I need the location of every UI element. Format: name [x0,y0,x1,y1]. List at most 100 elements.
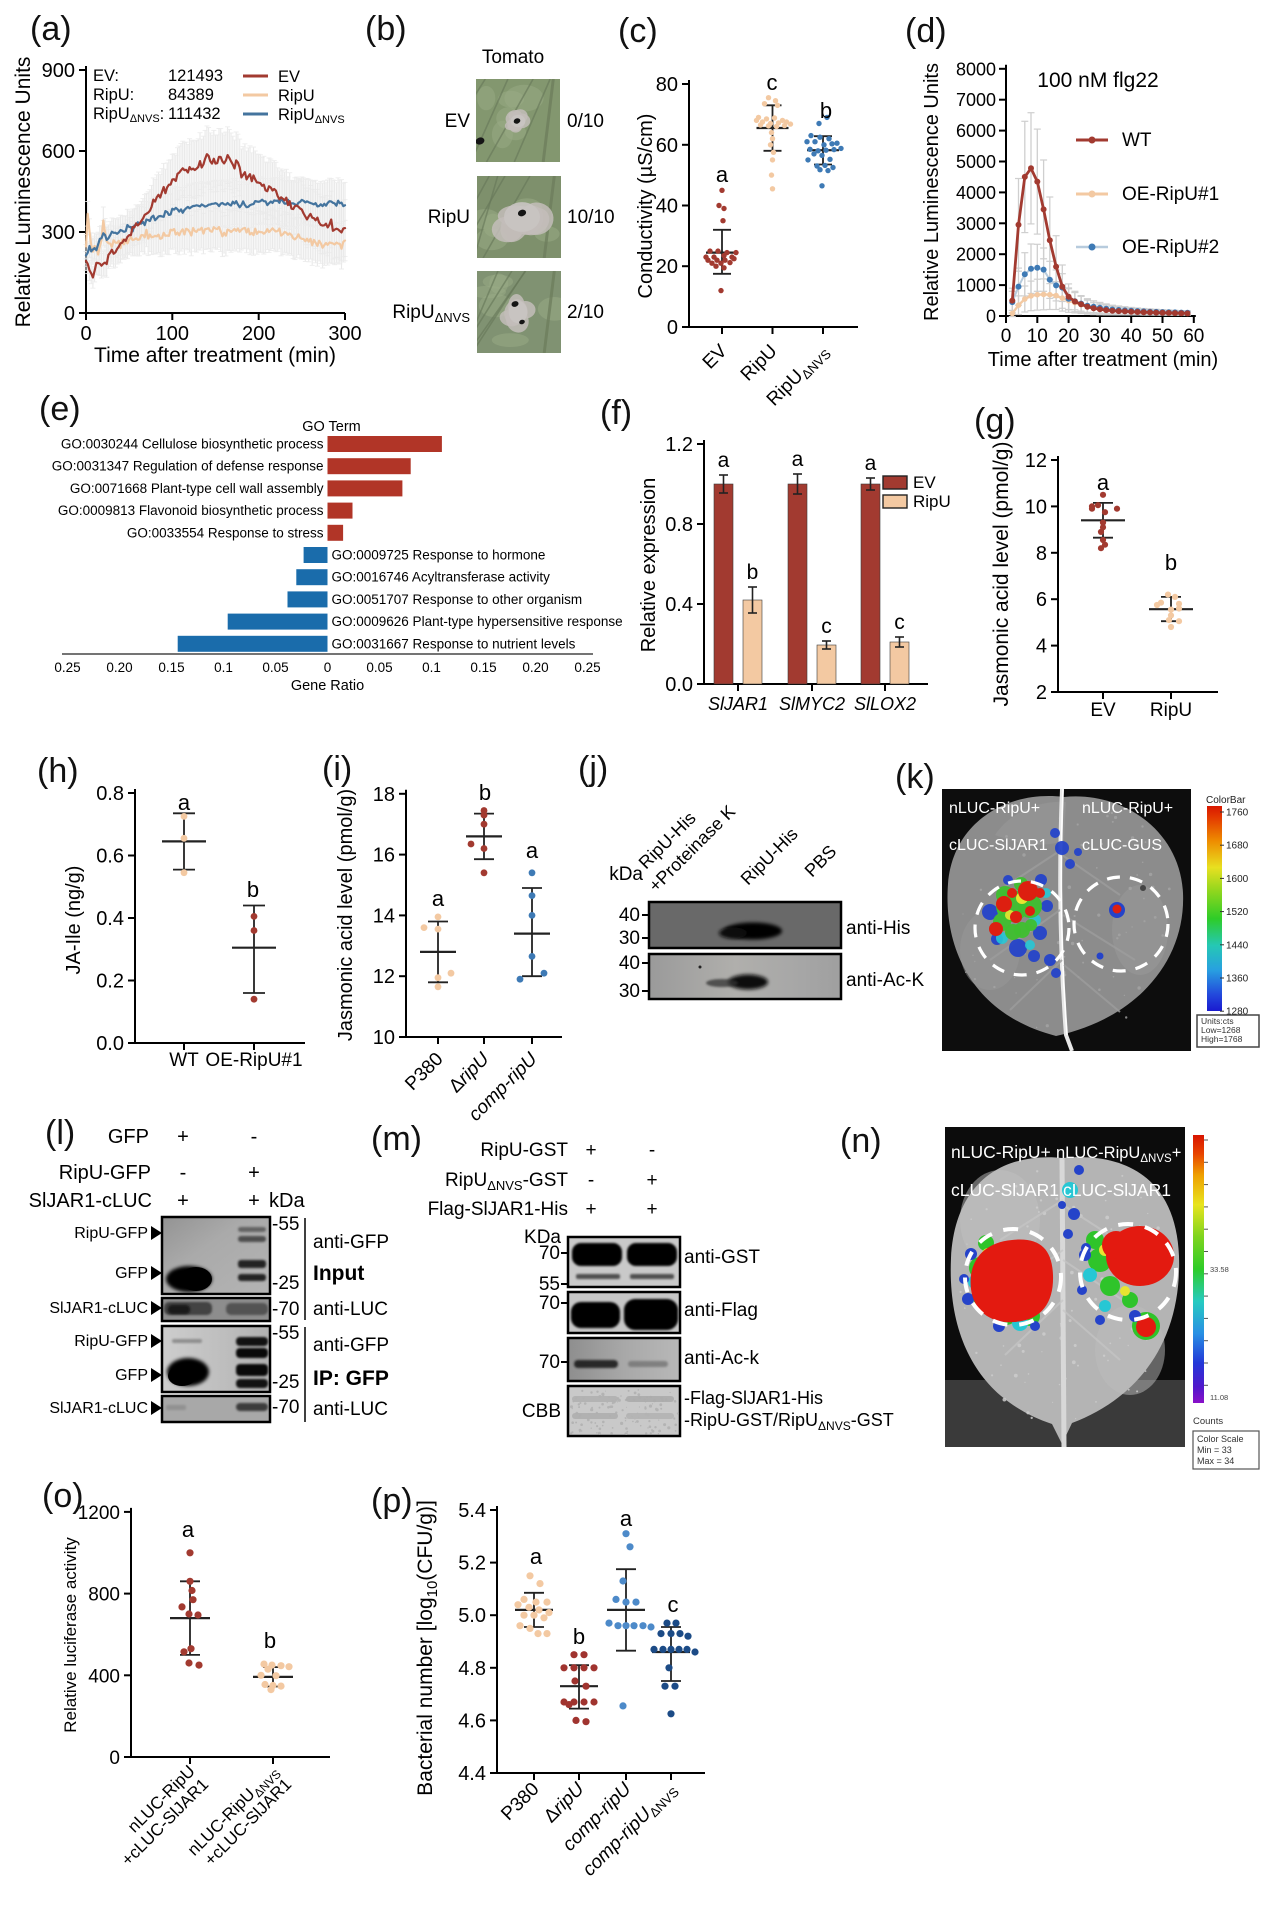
svg-text:0/10: 0/10 [567,111,604,132]
svg-text:c: c [767,70,778,95]
svg-text:anti-GST: anti-GST [684,1247,760,1268]
svg-text:0.25: 0.25 [54,660,80,675]
svg-text:0.15: 0.15 [470,660,496,675]
svg-text:1520: 1520 [1226,907,1249,918]
svg-text:-: - [251,1126,258,1148]
svg-text:a: a [178,790,191,815]
svg-text:+: + [248,1190,260,1212]
svg-text:+: + [177,1126,189,1148]
svg-text:12: 12 [373,966,395,988]
svg-text:40: 40 [656,196,678,218]
svg-text:b: b [820,98,832,123]
svg-text:7000: 7000 [956,90,996,110]
svg-text:IP: GFP: IP: GFP [313,1367,389,1390]
svg-text:400: 400 [88,1666,120,1687]
svg-text:0.8: 0.8 [96,783,124,805]
svg-text:0.0: 0.0 [665,674,693,696]
svg-text:RipU:: RipU: [93,86,134,104]
svg-text:0.4: 0.4 [665,594,693,616]
svg-text:4: 4 [1036,636,1047,658]
svg-text:Max = 34: Max = 34 [1197,1456,1234,1466]
svg-text:70: 70 [539,1243,560,1264]
svg-text:RipU-GFP: RipU-GFP [74,1333,148,1350]
svg-text:0: 0 [986,307,996,327]
svg-text:nLUC-RipU+: nLUC-RipU+ [1082,800,1173,817]
svg-text:0.25: 0.25 [574,660,600,675]
svg-text:10/10: 10/10 [567,207,615,228]
svg-text:GO:0031667 Response to nutrien: GO:0031667 Response to nutrient levels [332,636,576,651]
svg-text:cLUC-SlJAR1: cLUC-SlJAR1 [1063,1180,1171,1200]
svg-text:0: 0 [109,1748,120,1769]
svg-text:GFP: GFP [115,1265,148,1282]
svg-text:+: + [646,1199,657,1220]
svg-text:0.20: 0.20 [522,660,548,675]
svg-text:Relative luciferase activity: Relative luciferase activity [61,1537,80,1733]
svg-text:anti-Flag: anti-Flag [684,1300,758,1321]
svg-text:Units:cts: Units:cts [1201,1016,1234,1026]
svg-text:0.1: 0.1 [422,660,441,675]
svg-text:-: - [180,1162,187,1184]
svg-text:b: b [747,561,759,584]
svg-text:5.4: 5.4 [458,1500,486,1522]
svg-text:(k): (k) [895,758,935,796]
svg-text:300: 300 [42,222,75,244]
svg-text:10: 10 [1025,496,1047,518]
svg-text:20: 20 [656,256,678,278]
svg-text:anti-GFP: anti-GFP [313,1232,389,1253]
svg-text:b: b [264,1628,276,1653]
svg-text:GO:0016746 Acyltransferase act: GO:0016746 Acyltransferase activity [332,570,551,585]
svg-text:40: 40 [619,905,640,926]
svg-text:+: + [646,1170,657,1191]
svg-text:RipUΔNVS-GST: RipUΔNVS-GST [445,1170,568,1193]
svg-text:5000: 5000 [956,152,996,172]
svg-text:OE-RipU#2: OE-RipU#2 [1122,237,1219,258]
svg-text:SlLOX2: SlLOX2 [854,694,916,714]
svg-text:0.20: 0.20 [106,660,132,675]
svg-text:b: b [479,780,491,805]
svg-text:a: a [620,1506,633,1531]
svg-text:(m): (m) [371,1120,422,1158]
svg-text:30: 30 [1089,326,1110,347]
svg-text:(f): (f) [600,394,632,432]
svg-text:High=1768: High=1768 [1201,1034,1243,1044]
svg-text:84389: 84389 [168,86,214,104]
svg-text:Time after treatment (min): Time after treatment (min) [94,344,336,367]
svg-text:a: a [792,448,804,471]
svg-text:70: 70 [539,1352,560,1373]
svg-text:4.6: 4.6 [458,1710,486,1732]
svg-text:4.4: 4.4 [458,1763,486,1785]
svg-text:EV:: EV: [93,67,119,85]
svg-text:8000: 8000 [956,59,996,79]
svg-text:5.0: 5.0 [458,1605,486,1627]
svg-text:GO:0030244 Cellulose biosynthe: GO:0030244 Cellulose biosynthetic proces… [61,437,324,452]
svg-text:20: 20 [1058,326,1079,347]
svg-text:-: - [588,1170,594,1191]
svg-text:+: + [177,1190,189,1212]
svg-text:Jasmonic acid level (pmol/g): Jasmonic acid level (pmol/g) [990,442,1013,707]
svg-text:80: 80 [656,74,678,96]
svg-text:0.1: 0.1 [214,660,233,675]
svg-text:c: c [894,611,905,634]
svg-text:6: 6 [1036,589,1047,611]
svg-text:Input: Input [313,1262,364,1285]
svg-text:300: 300 [328,323,361,345]
svg-text:+: + [585,1140,596,1161]
svg-text:Low=1268: Low=1268 [1201,1025,1241,1035]
svg-text:60: 60 [1183,326,1204,347]
svg-text:(o): (o) [42,1477,84,1515]
svg-text:+: + [585,1199,596,1220]
svg-text:a: a [716,162,729,187]
svg-text:RipU-GFP: RipU-GFP [59,1162,151,1184]
svg-text:14: 14 [373,905,395,927]
svg-text:-55: -55 [272,1214,299,1235]
svg-text:Conductivity (µS/cm): Conductivity (µS/cm) [635,114,657,299]
svg-text:(j): (j) [578,750,608,788]
svg-text:0.8: 0.8 [665,514,693,536]
svg-text:2/10: 2/10 [567,302,604,323]
svg-text:-: - [649,1140,655,1161]
svg-text:RipU-GST: RipU-GST [480,1140,568,1161]
svg-text:-RipU-GST/RipUΔNVS-GST: -RipU-GST/RipUΔNVS-GST [684,1410,894,1433]
svg-text:(b): (b) [365,10,407,48]
svg-text:GO Term: GO Term [302,419,361,435]
svg-text:-70: -70 [272,1299,299,1320]
